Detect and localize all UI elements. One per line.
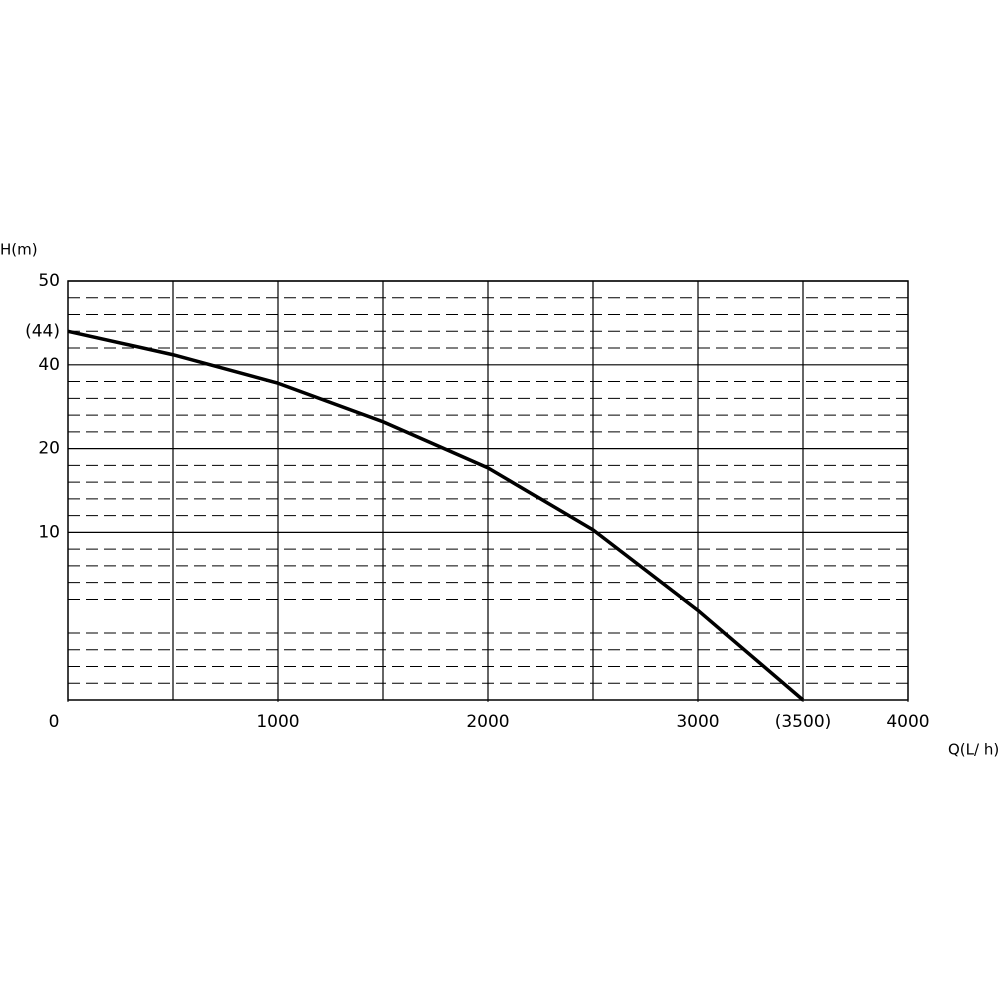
y-tick-label: (44) bbox=[25, 321, 60, 341]
x-tick-label: 3000 bbox=[676, 712, 719, 732]
y-tick-label: 40 bbox=[38, 355, 60, 375]
x-tick-label: 1000 bbox=[256, 712, 299, 732]
x-tick-label: 4000 bbox=[886, 712, 929, 732]
x-tick-label: 0 bbox=[49, 712, 60, 732]
curve bbox=[67, 329, 805, 702]
y-tick-label: 50 bbox=[38, 271, 60, 291]
x-tick-label: (3500) bbox=[775, 712, 832, 732]
x-axis-title: Q(L/ h) bbox=[948, 741, 999, 759]
x-tick-label: 2000 bbox=[466, 712, 509, 732]
y-axis-title: H(m) bbox=[0, 241, 38, 259]
y-tick-label: 10 bbox=[38, 522, 60, 542]
y-tick-label: 20 bbox=[38, 439, 60, 459]
